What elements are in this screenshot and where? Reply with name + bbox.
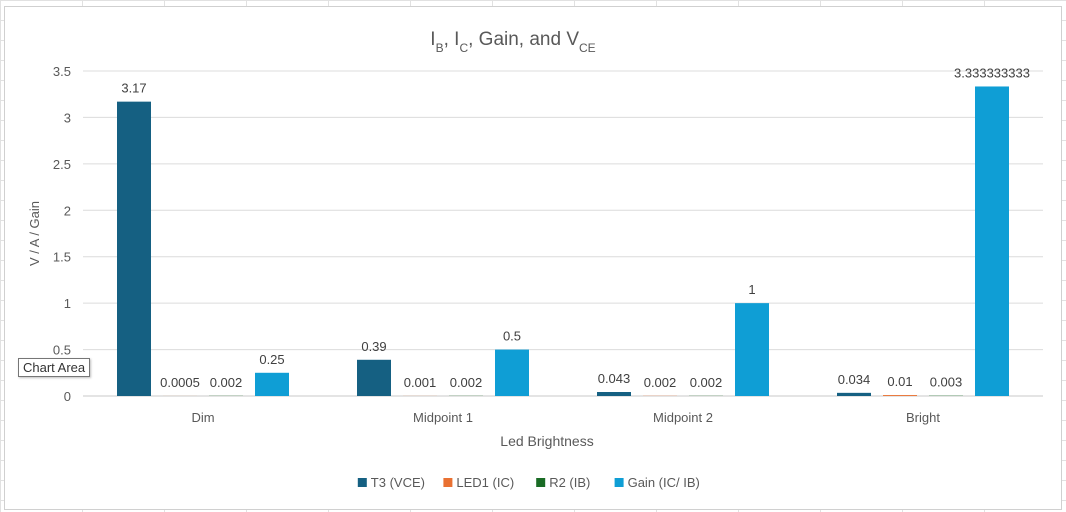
data-label: 0.001 bbox=[404, 375, 437, 390]
data-label: 3.333333333 bbox=[954, 65, 1030, 80]
legend-swatch bbox=[357, 478, 367, 487]
bar-chart: IB, IC, Gain, and VCE 0 0.5 1 1.5 2 2.5 3 3.5 V /… bbox=[27, 29, 1043, 490]
bar bbox=[495, 349, 529, 396]
y-tick-label: 2.5 bbox=[53, 157, 71, 172]
legend-swatch bbox=[614, 478, 624, 487]
legend-label: LED1 (IC) bbox=[456, 475, 514, 490]
data-label: 0.043 bbox=[598, 371, 631, 386]
data-label: 0.003 bbox=[930, 375, 963, 390]
data-label: 0.5 bbox=[503, 329, 521, 344]
y-tick-label: 0.5 bbox=[53, 343, 71, 358]
chart-title-part: B bbox=[436, 41, 444, 55]
x-tick-label: Midpoint 1 bbox=[413, 410, 473, 425]
bar bbox=[735, 303, 769, 396]
x-tick-label: Dim bbox=[191, 410, 214, 425]
chart-area-tooltip: Chart Area bbox=[18, 358, 91, 377]
chart-title-part: , I bbox=[444, 29, 460, 50]
data-label: 0.034 bbox=[838, 372, 871, 387]
bar bbox=[883, 395, 917, 396]
data-label: 1 bbox=[748, 282, 755, 297]
y-tick-label: 2 bbox=[64, 203, 71, 218]
chart-title-part: C bbox=[459, 41, 468, 55]
data-label: 0.002 bbox=[690, 375, 723, 390]
legend-swatch bbox=[536, 478, 546, 487]
legend-label: T3 (VCE) bbox=[371, 475, 425, 490]
y-axis-label: V / A / Gain bbox=[27, 201, 42, 266]
bar bbox=[357, 359, 391, 396]
data-label: 0.01 bbox=[887, 374, 912, 389]
x-tick-label: Bright bbox=[906, 410, 940, 425]
y-tick-label: 3 bbox=[64, 110, 71, 125]
legend-label: R2 (IB) bbox=[549, 475, 590, 490]
x-tick-label: Midpoint 2 bbox=[653, 410, 713, 425]
data-label: 0.39 bbox=[361, 339, 386, 354]
data-label: 0.002 bbox=[644, 375, 677, 390]
chart-area[interactable]: IB, IC, Gain, and VCE 0 0.5 1 1.5 2 2.5 3 3.5 V /… bbox=[4, 6, 1062, 510]
chart-title-part: I bbox=[430, 29, 435, 50]
bar bbox=[597, 392, 631, 396]
y-tick-label: 1.5 bbox=[53, 250, 71, 265]
chart-title: IB, IC, Gain, and VCE bbox=[430, 29, 595, 55]
data-label: 0.002 bbox=[450, 375, 483, 390]
data-label: 0.002 bbox=[210, 375, 243, 390]
bar bbox=[837, 392, 871, 396]
chart-title-part: CE bbox=[579, 41, 596, 55]
x-axis-label: Led Brightness bbox=[500, 433, 593, 449]
y-tick-label: 0 bbox=[64, 389, 71, 404]
bar bbox=[975, 86, 1009, 396]
legend-swatch bbox=[443, 478, 453, 487]
data-label: 3.17 bbox=[121, 81, 146, 96]
bar bbox=[117, 101, 151, 397]
y-tick-label: 3.5 bbox=[53, 64, 71, 79]
bar bbox=[255, 372, 289, 396]
data-label: 0.0005 bbox=[160, 375, 200, 390]
chart-title-part: , Gain, and V bbox=[468, 29, 579, 50]
legend-label: Gain (IC/ IB) bbox=[628, 475, 700, 490]
y-tick-label: 1 bbox=[64, 296, 71, 311]
data-label: 0.25 bbox=[259, 352, 284, 367]
